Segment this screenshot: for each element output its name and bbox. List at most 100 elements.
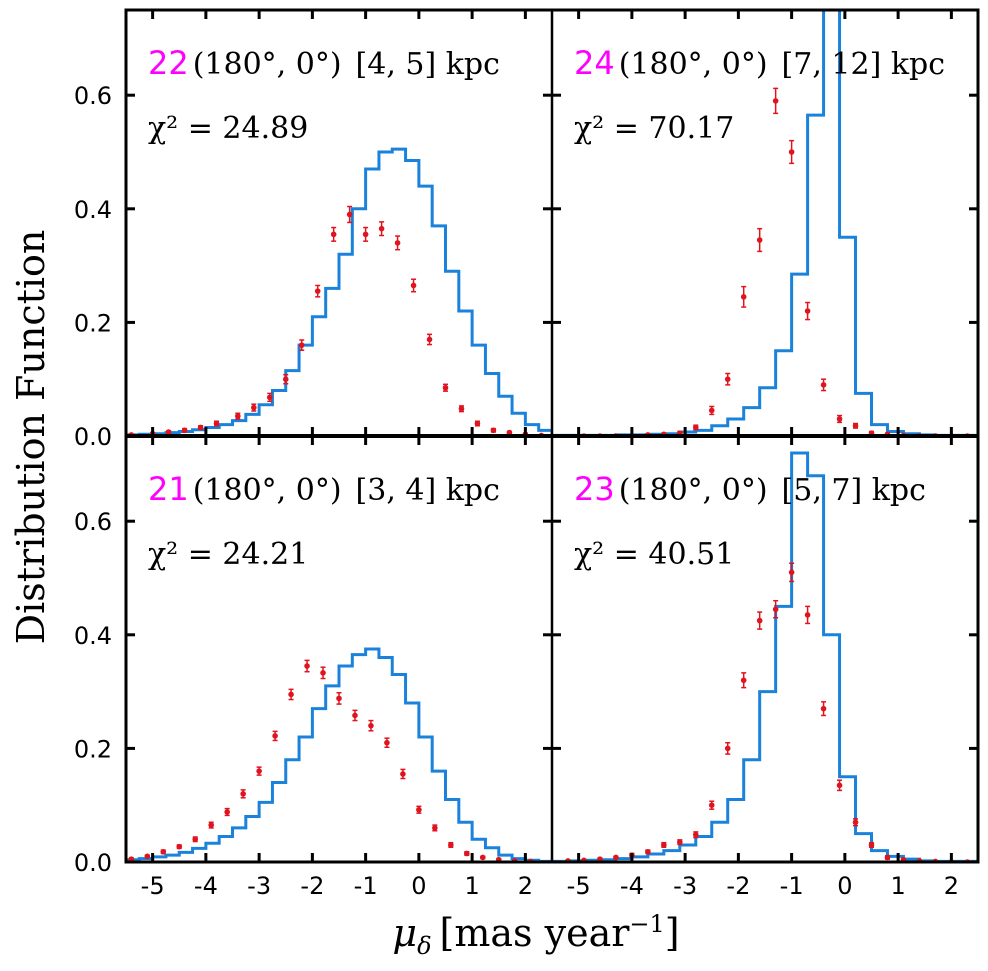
data-point: [144, 853, 151, 860]
x-tick-label: -2: [300, 872, 324, 900]
model-histogram: [552, 451, 978, 862]
data-point: [442, 384, 449, 391]
data-point: [724, 745, 731, 752]
data-point: [788, 149, 795, 155]
data-point: [852, 422, 859, 429]
x-tick-label: -4: [194, 872, 218, 900]
data-point: [645, 848, 651, 855]
data-point: [772, 606, 779, 613]
data-point: [192, 836, 199, 843]
data-point: [266, 394, 273, 401]
panel-chi2: χ² = 24.89: [148, 111, 308, 146]
data-point: [336, 695, 342, 702]
data-point: [756, 237, 763, 243]
data-point: [288, 691, 294, 698]
data-point: [836, 782, 843, 789]
data-point: [458, 405, 465, 412]
panel-distance: [5, 7] kpc: [782, 473, 926, 508]
data-point: [314, 288, 321, 294]
data-point: [384, 739, 390, 746]
x-tick-label: -1: [354, 872, 378, 900]
x-axis-title: μδ [mas year−1]: [392, 910, 679, 960]
data-point: [479, 854, 486, 861]
data-point: [304, 663, 310, 669]
data-point: [416, 806, 422, 813]
data-point: [490, 427, 497, 434]
data-point: [852, 819, 859, 826]
y-tick-label: 0.4: [74, 622, 112, 650]
data-point: [884, 854, 891, 861]
x-tick-label: 0: [837, 872, 852, 900]
data-point: [165, 429, 172, 435]
data-point: [410, 282, 417, 289]
panel-number: 23: [574, 470, 615, 508]
data-point: [240, 791, 246, 797]
data-point: [352, 712, 358, 719]
ticks-layer: -5 -4 -3 -2 -1 0 1 2 -5 -4 -3 -2 -1 0 1 2 0.0 0.2 0.4 0.6 0.…: [74, 10, 978, 900]
panel-top-left: [126, 147, 552, 436]
x-tick-label: -3: [673, 872, 697, 900]
panel-direction: (180°, 0°): [193, 47, 342, 82]
data-point: [788, 569, 795, 576]
y-tick-label: 0.0: [74, 849, 112, 877]
data-point: [282, 376, 289, 383]
data-point: [868, 842, 875, 848]
x-tick-label: -5: [567, 872, 591, 900]
data-point: [772, 98, 779, 104]
x-tick-label: 2: [944, 872, 959, 900]
x-axis-exponent: −1: [629, 910, 664, 938]
data-point: [432, 825, 438, 831]
panel-direction: (180°, 0°): [193, 473, 342, 508]
x-tick-label: -1: [780, 872, 804, 900]
data-point: [677, 839, 683, 845]
panel-label: 24 (180°, 0°) [7, 12] kpc: [574, 44, 945, 82]
y-tick-label: 0.0: [74, 423, 112, 451]
data-point: [176, 843, 183, 850]
x-tick-label: 1: [464, 872, 479, 900]
data-point: [756, 617, 763, 624]
data-point: [506, 429, 513, 436]
data-point: [820, 705, 827, 712]
x-axis-subscript: δ: [417, 932, 431, 960]
data-point: [724, 376, 731, 383]
panel-number: 24: [574, 44, 615, 82]
x-tick-label: -5: [141, 872, 165, 900]
y-tick-label: 0.6: [74, 508, 112, 536]
data-point: [464, 850, 470, 857]
data-point: [378, 225, 385, 232]
data-point: [346, 211, 353, 218]
data-point: [298, 342, 305, 348]
panel-chi2: χ² = 24.21: [148, 537, 308, 572]
data-point: [368, 722, 374, 729]
data-point: [330, 231, 337, 238]
data-point: [272, 733, 278, 739]
data-point: [740, 294, 747, 300]
panel-number: 21: [148, 470, 189, 508]
data-point: [394, 240, 401, 246]
x-tick-label: -4: [620, 872, 644, 900]
x-axis-close: ]: [665, 911, 680, 955]
y-tick-label: 0.2: [74, 735, 112, 763]
x-tick-label: 1: [890, 872, 905, 900]
data-point: [448, 842, 454, 848]
panel-label: 21 (180°, 0°) [3, 4] kpc: [148, 470, 500, 508]
model-histogram: [126, 647, 552, 862]
y-axis-title: Distribution Function: [9, 230, 53, 645]
data-point: [160, 848, 167, 855]
panel-distance: [3, 4] kpc: [356, 473, 500, 508]
x-axis-symbol: μ: [392, 911, 417, 955]
data-point: [613, 854, 619, 861]
data-point: [362, 231, 369, 238]
data-point: [400, 771, 406, 777]
data-point: [256, 768, 262, 774]
panel-chi2: χ² = 70.17: [574, 111, 734, 146]
data-point: [251, 404, 257, 411]
panel-bottom-left: [126, 647, 552, 862]
data-point: [708, 407, 715, 414]
data-point: [692, 831, 699, 838]
panel-direction: (180°, 0°): [619, 473, 768, 508]
x-tick-label: -2: [726, 872, 750, 900]
data-point: [213, 420, 220, 427]
